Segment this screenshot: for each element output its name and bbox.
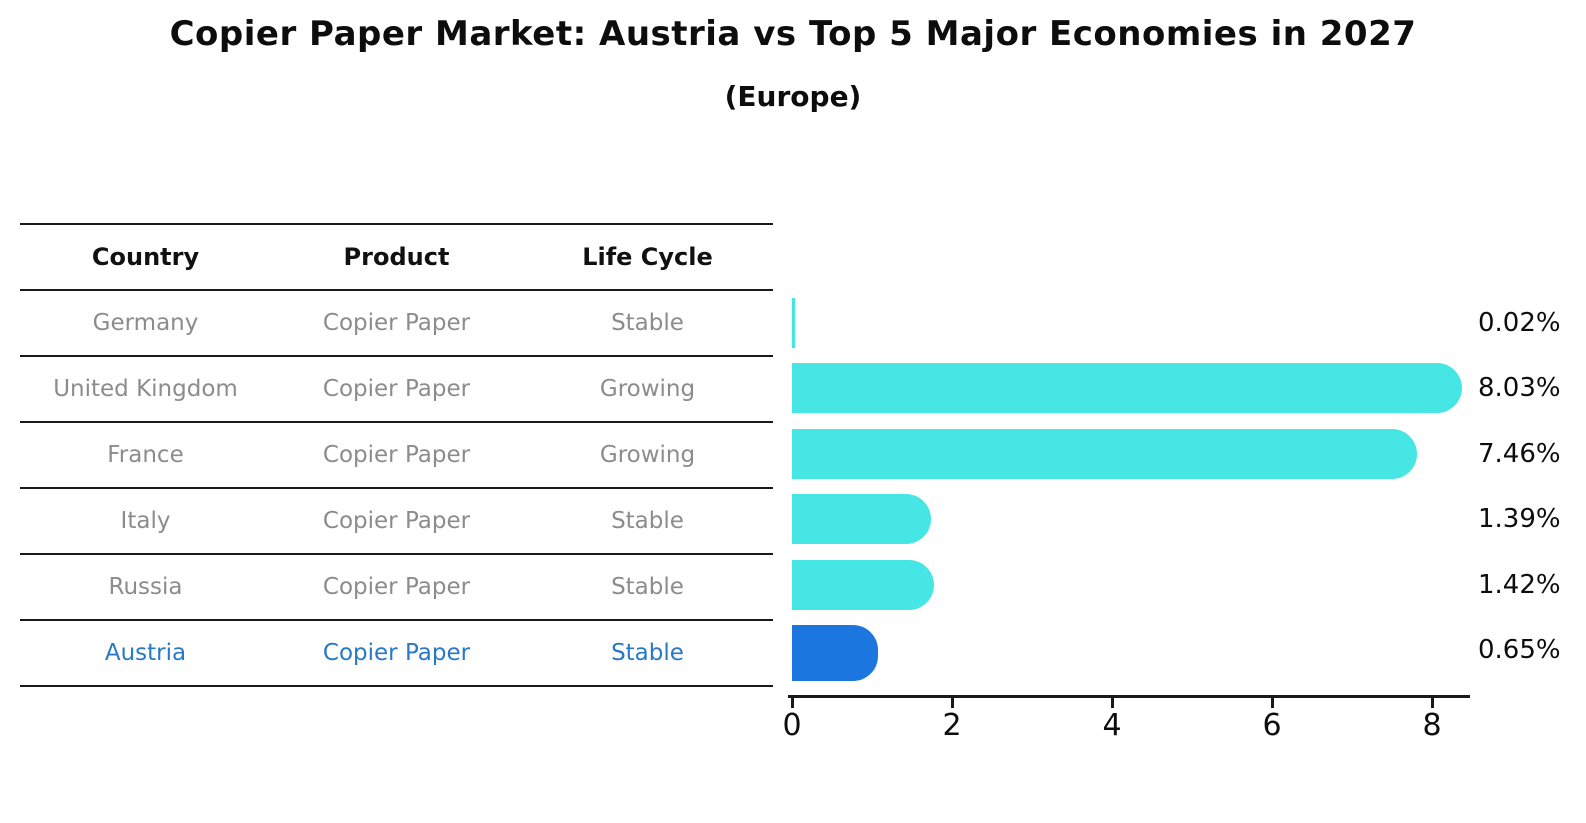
- x-tick-8: [1431, 698, 1434, 708]
- column-header-life-cycle: Life Cycle: [582, 243, 713, 271]
- x-tick-2: [951, 698, 954, 708]
- value-label-italy: 1.39%: [1478, 504, 1561, 534]
- x-tick-label-8: 8: [1422, 708, 1442, 743]
- table-row-russia: Russia Copier Paper Stable: [20, 555, 773, 621]
- x-tick-label-6: 6: [1262, 708, 1282, 743]
- column-header-country: Country: [91, 243, 200, 271]
- cell-life-cycle: Growing: [599, 376, 696, 402]
- x-tick-4: [1111, 698, 1114, 708]
- cell-country: Italy: [120, 508, 171, 534]
- x-tick-label-2: 2: [942, 708, 962, 743]
- x-tick-6: [1271, 698, 1274, 708]
- x-axis-line: [788, 695, 1470, 698]
- cell-life-cycle: Stable: [611, 640, 684, 666]
- table-row-france: France Copier Paper Growing: [20, 423, 773, 489]
- cell-country: Germany: [92, 310, 199, 336]
- value-label-united-kingdom: 8.03%: [1478, 373, 1561, 403]
- chart-subtitle: (Europe): [724, 80, 862, 113]
- cell-life-cycle: Growing: [599, 442, 696, 468]
- value-label-france: 7.46%: [1478, 439, 1561, 469]
- bar-italy: [792, 494, 932, 544]
- chart-title: Copier Paper Market: Austria vs Top 5 Ma…: [169, 14, 1417, 54]
- cell-product: Copier Paper: [322, 508, 471, 534]
- cell-country: Russia: [108, 574, 183, 600]
- table-row-germany: Germany Copier Paper Stable: [20, 291, 773, 357]
- bar-austria: [792, 625, 878, 681]
- cell-product: Copier Paper: [322, 442, 471, 468]
- column-header-product: Product: [343, 243, 450, 271]
- cell-life-cycle: Stable: [611, 508, 684, 534]
- cell-product: Copier Paper: [322, 310, 471, 336]
- table-header-row: Country Product Life Cycle: [20, 223, 773, 291]
- value-label-russia: 1.42%: [1478, 570, 1561, 600]
- cell-country: France: [107, 442, 184, 468]
- cell-product: Copier Paper: [322, 376, 471, 402]
- cell-country: Austria: [104, 640, 187, 666]
- bar-united-kingdom: [792, 363, 1463, 413]
- cell-country: United Kingdom: [53, 376, 238, 402]
- bar-germany: [792, 298, 795, 348]
- x-tick-label-4: 4: [1102, 708, 1122, 743]
- value-label-germany: 0.02%: [1478, 308, 1561, 338]
- cell-product: Copier Paper: [322, 574, 471, 600]
- country-table: Country Product Life Cycle Germany Copier…: [20, 223, 773, 687]
- table-body: Germany Copier Paper Stable United Kingdom C…: [20, 291, 773, 687]
- bar-france: [792, 429, 1417, 479]
- value-label-austria: 0.65%: [1478, 635, 1561, 665]
- table-row-italy: Italy Copier Paper Stable: [20, 489, 773, 555]
- x-tick-label-0: 0: [782, 708, 802, 743]
- cell-life-cycle: Stable: [611, 310, 684, 336]
- cell-product: Copier Paper: [322, 640, 471, 666]
- x-tick-0: [791, 698, 794, 708]
- cell-life-cycle: Stable: [611, 574, 684, 600]
- table-row-austria: Austria Copier Paper Stable: [20, 621, 773, 687]
- bar-russia: [792, 560, 934, 610]
- table-row-united-kingdom: United Kingdom Copier Paper Growing: [20, 357, 773, 423]
